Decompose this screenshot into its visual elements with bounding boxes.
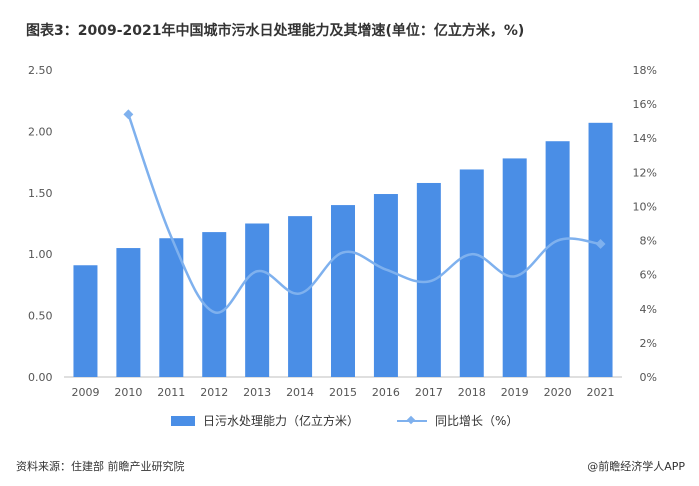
- y-right-tick-label: 18%: [633, 64, 657, 77]
- y-right-tick-label: 2%: [640, 337, 657, 350]
- x-tick-label: 2013: [243, 386, 271, 399]
- y-right-tick-label: 0%: [640, 371, 657, 384]
- bar-2015: [331, 205, 355, 377]
- x-tick-label: 2018: [458, 386, 486, 399]
- tick-labels-layer: 0.00 0.50 1.00 1.50 2.00 2.50 0% 2% 4% 6% 8% 10% 12%…: [28, 64, 657, 399]
- y-right-tick-label: 16%: [633, 98, 657, 111]
- x-tick-label: 2012: [200, 386, 228, 399]
- x-tick-label: 2017: [415, 386, 443, 399]
- bars-layer: [73, 122, 613, 377]
- bar-2019: [502, 158, 527, 377]
- y-right-tick-label: 4%: [640, 303, 657, 316]
- legend-bar-swatch: [171, 415, 195, 426]
- x-tick-label: 2010: [114, 386, 142, 399]
- y-left-tick-label: 1.50: [28, 187, 53, 200]
- x-tick-label: 2019: [501, 386, 529, 399]
- y-left-tick-label: 2.00: [28, 125, 53, 138]
- bar-2014: [288, 216, 313, 377]
- y-right-tick-label: 10%: [633, 200, 657, 213]
- legend-label-growth: 同比增长（%）: [435, 414, 519, 428]
- x-tick-label: 2014: [286, 386, 314, 399]
- bar-2020: [545, 141, 570, 377]
- bar-2009: [73, 265, 98, 377]
- y-right-tick-label: 12%: [633, 166, 657, 179]
- bar-2011: [159, 238, 184, 377]
- legend-item-bar: 日污水处理能力（亿立方米）: [171, 412, 359, 429]
- y-left-tick-label: 2.50: [28, 64, 53, 77]
- x-tick-label: 2015: [329, 386, 357, 399]
- bar-2010: [116, 248, 141, 377]
- y-left-tick-label: 0.50: [28, 310, 53, 323]
- x-tick-label: 2011: [157, 386, 185, 399]
- x-tick-label: 2009: [71, 386, 99, 399]
- y-right-tick-label: 6%: [640, 269, 657, 282]
- growth-marker-first: [123, 109, 134, 120]
- legend-line-swatch: [397, 416, 427, 426]
- bar-2017: [416, 182, 441, 377]
- bar-2016: [373, 194, 398, 377]
- bar-2021: [588, 122, 613, 377]
- source-note: 资料来源：住建部 前瞻产业研究院: [16, 460, 185, 473]
- growth-line: [127, 113, 601, 314]
- x-tick-label: 2021: [587, 386, 615, 399]
- chart-legend: 日污水处理能力（亿立方米） 同比增长（%）: [0, 412, 699, 432]
- bar-2013: [245, 223, 270, 377]
- legend-item-line: 同比增长（%）: [397, 412, 518, 429]
- chart-title: 图表3：2009-2021年中国城市污水日处理能力及其增速(单位：亿立方米，%): [26, 23, 525, 39]
- y-left-tick-label: 0.00: [28, 371, 53, 384]
- y-right-tick-label: 8%: [640, 235, 657, 248]
- legend-label-capacity: 日污水处理能力（亿立方米）: [203, 414, 360, 428]
- growth-marker-last: [595, 239, 606, 249]
- growth-line-layer: [123, 109, 606, 314]
- brand-credit: @前瞻经济学人APP: [587, 460, 685, 473]
- y-right-tick-label: 14%: [633, 132, 657, 145]
- x-tick-label: 2016: [372, 386, 400, 399]
- y-left-tick-label: 1.00: [28, 248, 53, 261]
- bar-2018: [459, 169, 484, 377]
- x-tick-label: 2020: [544, 386, 572, 399]
